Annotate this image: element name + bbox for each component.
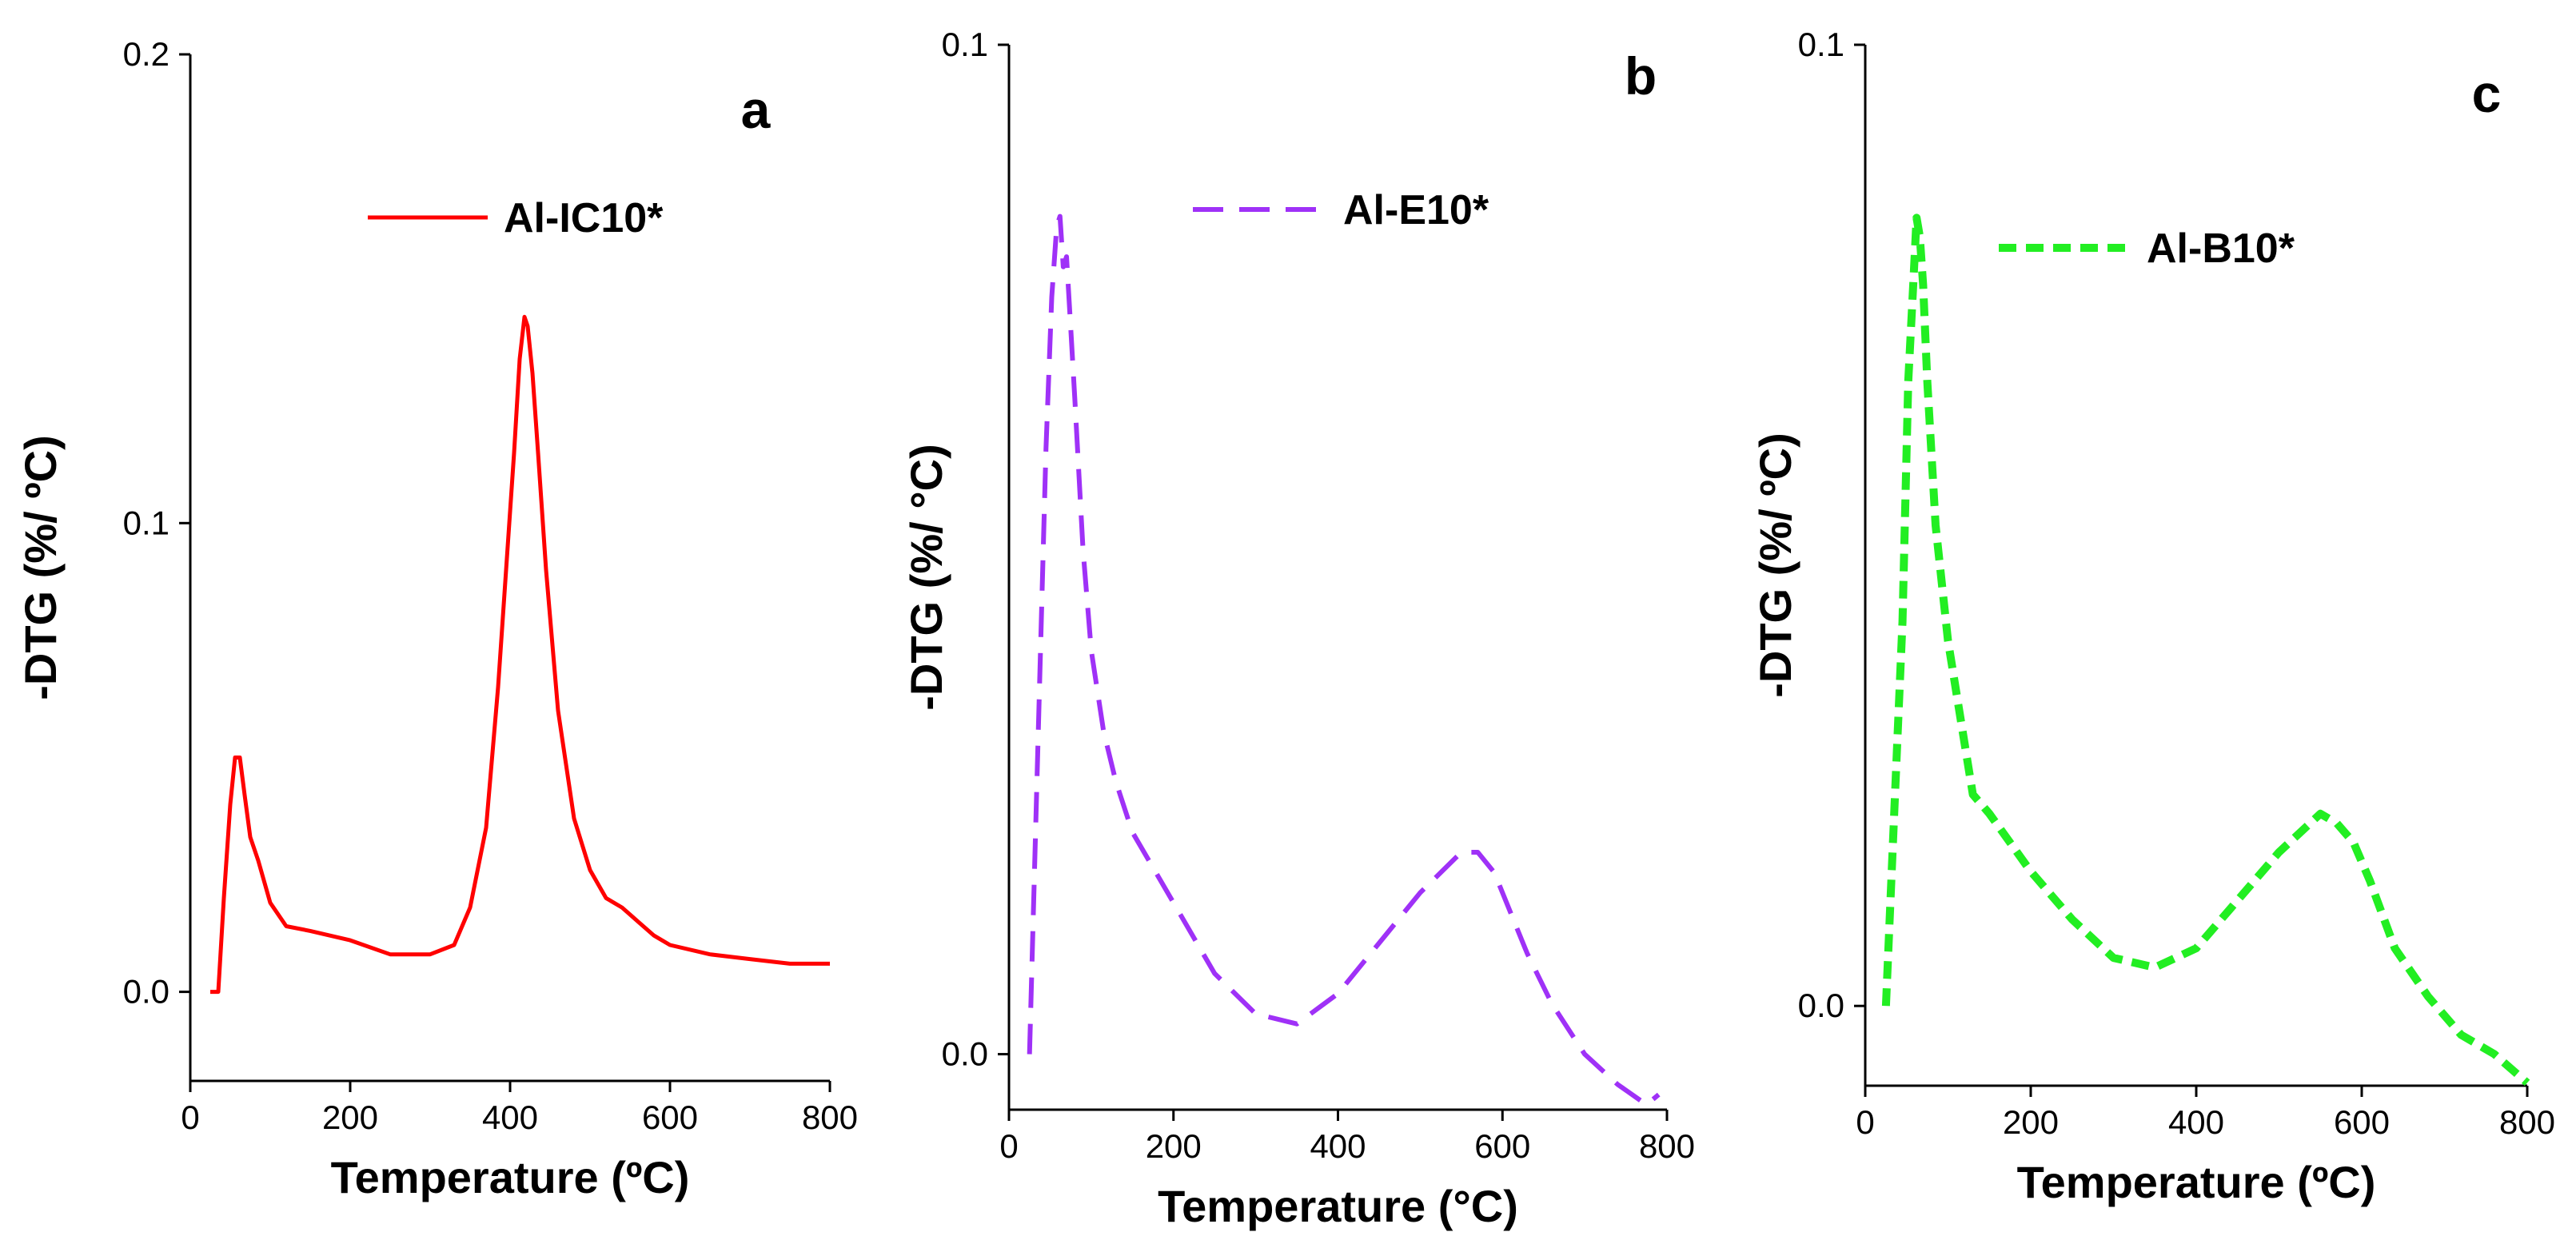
- chart-c-y-axis-title: -DTG (%/ ºC): [1750, 433, 1800, 698]
- chart-c-x-tick-label: 600: [2334, 1103, 2390, 1141]
- chart-a-x-tick-label: 600: [642, 1098, 698, 1136]
- chart-c-x-tick-label: 200: [2003, 1103, 2059, 1141]
- chart-c-x-axis-title: Temperature (ºC): [2017, 1157, 2376, 1207]
- chart-c-y-tick-label: 0.1: [1798, 26, 1844, 63]
- chart-c-series-line: [1881, 213, 2530, 1087]
- chart-a-legend-label: Al-IC10*: [504, 195, 664, 241]
- chart-c-panel-letter: c: [2472, 64, 2502, 123]
- chart-b-series-line: [1027, 213, 1661, 1107]
- chart-c-x-tick-label: 0: [1856, 1103, 1874, 1141]
- chart-b-x-tick-label: 600: [1474, 1127, 1530, 1165]
- chart-b-y-tick-label: 0.0: [942, 1035, 988, 1073]
- chart-b-x-tick-label: 200: [1146, 1127, 1202, 1165]
- chart-b-x-tick-label: 400: [1310, 1127, 1366, 1165]
- chart-a-x-tick-label: 200: [322, 1098, 378, 1136]
- chart-a-x-tick-label: 400: [482, 1098, 538, 1136]
- chart-a-x-tick-label: 800: [802, 1098, 858, 1136]
- chart-a-x-axis-title: Temperature (ºC): [331, 1152, 690, 1202]
- chart-b-y-tick-label: 0.1: [942, 26, 988, 63]
- chart-b-x-tick-label: 800: [1639, 1127, 1695, 1165]
- chart-a-y-axis-title: -DTG (%/ ºC): [15, 435, 66, 700]
- chart-c-x-tick-label: 400: [2168, 1103, 2224, 1141]
- chart-a-panel-letter: a: [741, 80, 772, 139]
- chart-b-x-axis-title: Temperature (°C): [1158, 1181, 1518, 1231]
- chart-b-panel-letter: b: [1625, 46, 1657, 106]
- chart-a-series-line: [210, 314, 830, 995]
- chart-a-y-tick-label: 0.1: [123, 504, 169, 541]
- chart-a-y-tick-label: 0.2: [123, 35, 169, 73]
- chart-b-y-axis-title: -DTG (%/ °C): [901, 444, 951, 710]
- chart-a-x-tick-label: 0: [181, 1098, 199, 1136]
- chart-b: 0 200 400 600 800 0.0 0.1 Temperature (°C) -DTG …: [901, 26, 1695, 1231]
- chart-a: 0 200 400 600 800 0.0 0.1 0.2 Temperature (ºC) -D…: [15, 35, 858, 1202]
- chart-a-y-tick-label: 0.0: [123, 973, 169, 1011]
- chart-b-x-tick-label: 0: [999, 1127, 1018, 1165]
- chart-c: 0 200 400 600 800 0.0 0.1 Temperature (ºC) -DTG …: [1750, 26, 2555, 1207]
- chart-c-legend-label: Al-B10*: [2147, 225, 2295, 272]
- chart-c-x-tick-label: 800: [2499, 1103, 2555, 1141]
- chart-b-legend-label: Al-E10*: [1343, 187, 1489, 233]
- chart-c-y-tick-label: 0.0: [1798, 987, 1844, 1024]
